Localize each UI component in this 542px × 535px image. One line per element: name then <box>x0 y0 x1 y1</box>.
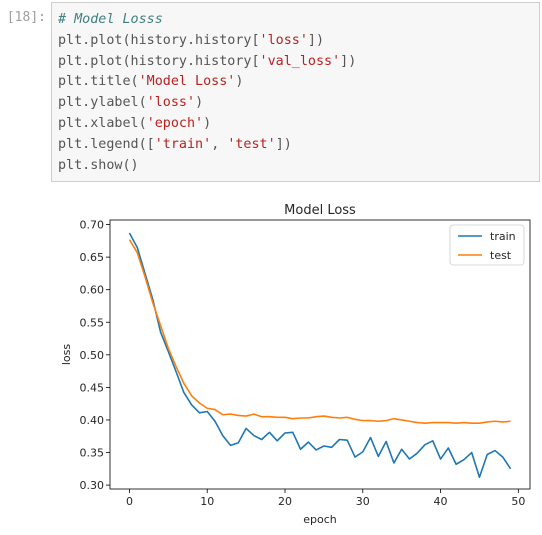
code-line: plt.legend(['train', 'test']) <box>58 135 539 156</box>
code-token: plt.xlabel( <box>58 115 147 131</box>
code-token: plt.plot(history.history[ <box>58 53 260 69</box>
y-tick-label: 0.30 <box>80 479 105 492</box>
x-tick-label: 20 <box>278 495 292 508</box>
x-tick-label: 0 <box>126 495 133 508</box>
code-token: ]) <box>307 32 325 48</box>
code-token: ) <box>195 95 204 111</box>
y-tick-label: 0.55 <box>80 316 105 329</box>
y-tick-label: 0.60 <box>80 284 105 297</box>
y-tick-label: 0.65 <box>80 251 105 264</box>
code-token: ]) <box>275 136 292 152</box>
code-line: plt.plot(history.history['loss']) <box>58 31 539 52</box>
cell-prompt: [18]: <box>6 10 46 25</box>
code-string: 'Model Loss' <box>138 74 236 90</box>
code-token: plt.ylabel( <box>58 95 147 111</box>
code-string: 'train' <box>154 136 212 152</box>
x-tick-label: 30 <box>356 495 370 508</box>
x-tick-label: 40 <box>434 495 448 508</box>
code-editor[interactable]: # Model Losss plt.plot(history.history['l… <box>52 3 539 176</box>
y-tick-label: 0.45 <box>80 381 105 394</box>
loss-chart: 0 10 20 30 40 50 0.30 0.35 0.40 0.45 0.50 0.55 0.60 0… <box>60 203 531 526</box>
cell-output: 0 10 20 30 40 50 0.30 0.35 0.40 0.45 0.50 0.55 0.60 0… <box>46 186 542 531</box>
series-line-test <box>128 239 511 425</box>
code-line: plt.plot(history.history['val_loss']) <box>58 52 539 73</box>
code-comment: # Model Losss <box>58 12 163 27</box>
code-string: 'loss' <box>259 32 308 48</box>
y-tick-label: 0.70 <box>80 219 105 232</box>
code-token: ) <box>203 115 212 131</box>
legend-label-train: train <box>490 230 516 243</box>
chart-title: Model Loss <box>284 203 356 218</box>
code-string: 'epoch' <box>146 115 204 131</box>
y-tick-label: 0.35 <box>80 447 105 460</box>
code-token: plt.legend([ <box>58 136 155 152</box>
y-axis-label: loss <box>60 344 73 366</box>
code-line: plt.title('Model Loss') <box>58 72 539 93</box>
code-token: plt.plot(history.history[ <box>58 32 260 48</box>
code-string: 'loss' <box>146 95 196 111</box>
code-token: , <box>211 136 228 152</box>
y-tick-label: 0.40 <box>80 414 105 427</box>
x-tick-label: 10 <box>200 495 214 508</box>
x-axis-label: epoch <box>303 513 337 526</box>
code-string: 'test' <box>227 136 276 152</box>
y-tick-label: 0.50 <box>80 349 105 362</box>
code-string: 'val_loss' <box>259 53 341 69</box>
code-line: plt.show() <box>58 156 539 177</box>
x-tick-label: 50 <box>511 495 525 508</box>
code-cell-input[interactable]: # Model Losss plt.plot(history.history['l… <box>51 2 540 182</box>
code-line: # Model Losss <box>58 10 539 31</box>
legend-label-test: test <box>490 249 512 262</box>
code-line: plt.ylabel('loss') <box>58 93 539 114</box>
series-line-train <box>128 232 512 479</box>
code-token: ]) <box>340 53 357 69</box>
code-token: plt.title( <box>58 74 139 90</box>
code-line: plt.xlabel('epoch') <box>58 114 539 135</box>
code-token: plt.show() <box>58 157 139 173</box>
code-token: ) <box>235 74 244 90</box>
